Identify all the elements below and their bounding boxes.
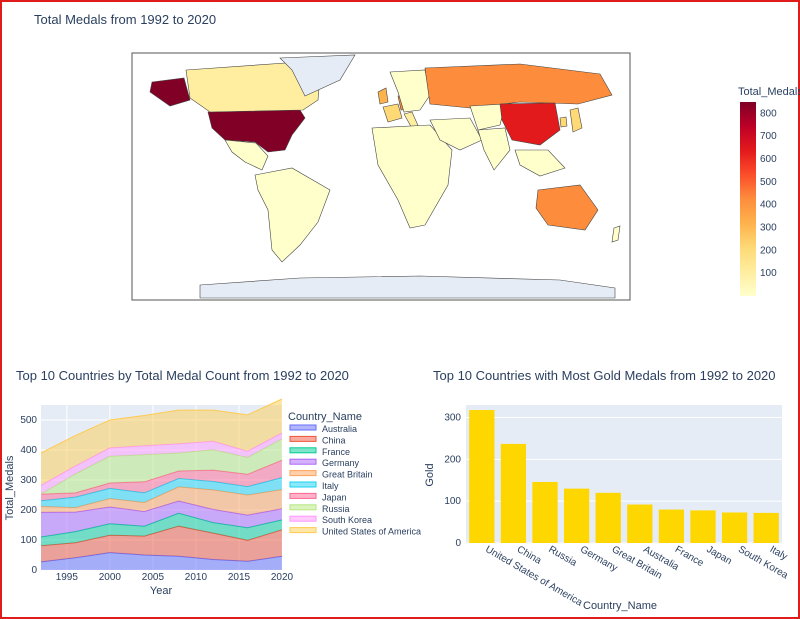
- country-france: [382, 103, 403, 123]
- colorbar-tick-label: 100: [760, 268, 777, 279]
- country-great-britain: [377, 87, 389, 105]
- country-russia: [424, 63, 613, 109]
- colorbar-title: Total_Medals: [738, 86, 800, 98]
- landmass-middle-east: [429, 117, 483, 151]
- country-new-zealand: [611, 225, 621, 243]
- landmass-southeast-asia: [514, 149, 566, 177]
- colorbar-tick-label: 300: [760, 223, 777, 234]
- country-japan: [569, 107, 583, 133]
- colorbar-tick-label: 500: [760, 177, 777, 188]
- landmass-antarctica: [199, 275, 616, 299]
- colorbar-tick-label: 600: [760, 154, 777, 165]
- colorbar-tick-label: 400: [760, 200, 777, 211]
- map-title: Total Medals from 1992 to 2020: [34, 12, 216, 27]
- landmass-greenland: [279, 54, 356, 97]
- colorbar-tick-label: 200: [760, 245, 777, 256]
- colorbar-tick-label: 800: [760, 108, 777, 119]
- country-mexico: [224, 139, 269, 171]
- country-australia: [535, 184, 599, 231]
- colorbar: [740, 102, 756, 296]
- colorbar-tick-label: 700: [760, 131, 777, 142]
- colorbar-ticks: 100 200 300 400 500 600 700 800: [760, 108, 777, 279]
- country-south-korea: [559, 116, 568, 128]
- country-alaska: [149, 77, 191, 107]
- landmass-india: [477, 127, 511, 171]
- landmass-central-asia: [469, 103, 506, 131]
- country-china: [499, 102, 561, 146]
- country-usa: [207, 109, 306, 153]
- continents: [149, 54, 621, 299]
- landmass-south-america: [254, 167, 331, 263]
